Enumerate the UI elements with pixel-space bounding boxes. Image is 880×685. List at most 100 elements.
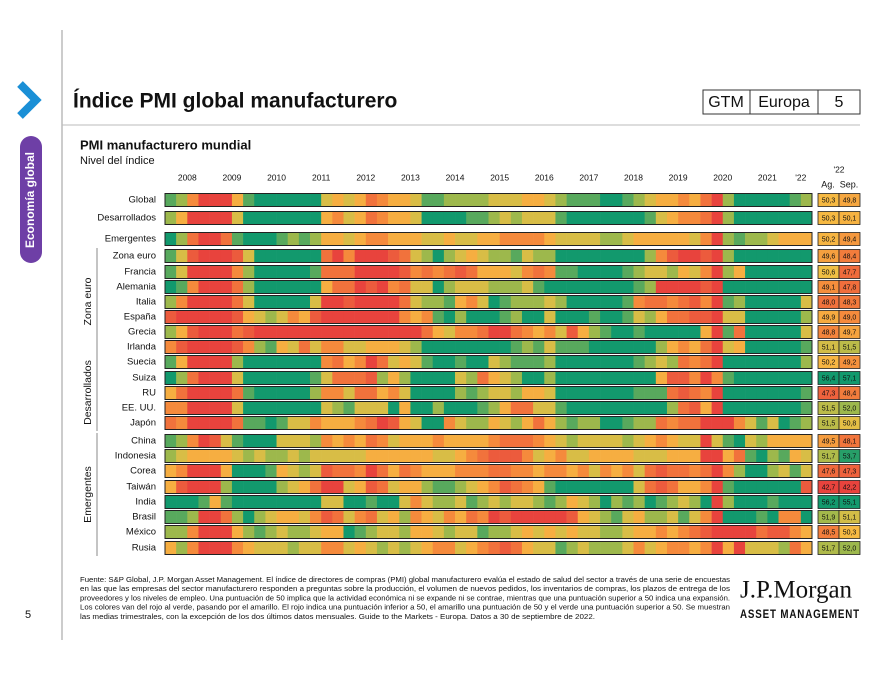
heat-cell bbox=[566, 480, 579, 494]
heat-cell bbox=[600, 401, 612, 415]
heat-cell bbox=[488, 525, 500, 539]
heat-cell bbox=[767, 464, 779, 478]
heat-cell bbox=[600, 280, 612, 294]
heat-cell bbox=[165, 510, 177, 524]
row-frame bbox=[164, 355, 813, 369]
heat-cell bbox=[577, 541, 590, 555]
heat-cell bbox=[588, 401, 601, 415]
heat-cell bbox=[231, 495, 244, 509]
heat-cell bbox=[376, 434, 389, 448]
heat-cell bbox=[365, 541, 378, 555]
heat-cell bbox=[555, 541, 567, 555]
heat-cell bbox=[310, 232, 322, 246]
heat-cell bbox=[510, 310, 523, 324]
heat-cell bbox=[533, 232, 545, 246]
heat-cell bbox=[789, 464, 802, 478]
heat-cell bbox=[488, 295, 500, 309]
heat-cell bbox=[521, 480, 534, 494]
heat-cell bbox=[410, 265, 422, 279]
heat-cell bbox=[689, 193, 701, 207]
heat-cell bbox=[287, 280, 300, 294]
heat-cell bbox=[544, 232, 556, 246]
heat-cell bbox=[689, 464, 701, 478]
recent-cell bbox=[838, 211, 861, 225]
heat-cell bbox=[756, 249, 768, 263]
heat-cell bbox=[510, 211, 523, 225]
heat-cell bbox=[220, 434, 233, 448]
heat-cell bbox=[176, 355, 188, 369]
heat-cell bbox=[499, 265, 512, 279]
heat-cell bbox=[789, 510, 802, 524]
heat-cell bbox=[733, 525, 746, 539]
heat-cell bbox=[756, 510, 768, 524]
heat-cell bbox=[209, 464, 222, 478]
heat-cell bbox=[644, 386, 657, 400]
heat-cell bbox=[399, 416, 411, 430]
badge bbox=[702, 89, 861, 115]
heat-cell bbox=[800, 416, 813, 430]
heat-cell bbox=[499, 495, 512, 509]
recent-cell bbox=[838, 386, 861, 400]
heat-cell bbox=[231, 211, 244, 225]
heat-cell bbox=[510, 295, 523, 309]
heat-cell bbox=[756, 480, 768, 494]
heat-cell bbox=[399, 193, 411, 207]
heat-cell bbox=[165, 449, 177, 463]
heat-cell bbox=[722, 310, 735, 324]
heat-cell bbox=[477, 371, 489, 385]
heat-cell bbox=[588, 280, 601, 294]
heat-cell bbox=[198, 280, 210, 294]
heat-cell bbox=[321, 310, 333, 324]
row-label: Grecia bbox=[128, 327, 157, 338]
heat-cell bbox=[555, 401, 567, 415]
heat-cell bbox=[722, 449, 735, 463]
heat-cell bbox=[644, 464, 657, 478]
heat-cell bbox=[388, 211, 400, 225]
heat-cell bbox=[600, 371, 612, 385]
heat-cell bbox=[254, 401, 266, 415]
heat-cell bbox=[455, 340, 467, 354]
heat-cell bbox=[432, 355, 445, 369]
heat-cell bbox=[577, 193, 590, 207]
heat-cell bbox=[678, 480, 690, 494]
recent-cell bbox=[838, 265, 861, 279]
heat-cell bbox=[800, 295, 813, 309]
heat-cell bbox=[231, 386, 244, 400]
heat-cell bbox=[789, 265, 802, 279]
heat-cell bbox=[332, 193, 344, 207]
heat-cell bbox=[666, 232, 679, 246]
heat-cell bbox=[510, 541, 523, 555]
row-frame bbox=[164, 495, 813, 509]
row-label: España bbox=[124, 312, 157, 323]
badge-text: Europa bbox=[758, 94, 810, 111]
heat-cell bbox=[443, 480, 456, 494]
heat-cell bbox=[243, 541, 255, 555]
heat-cell bbox=[533, 325, 545, 339]
recent-cell bbox=[838, 495, 861, 509]
heat-cell bbox=[745, 510, 757, 524]
heat-cell bbox=[789, 280, 802, 294]
heat-cell bbox=[243, 371, 255, 385]
heat-cell bbox=[466, 232, 478, 246]
heat-cell bbox=[666, 449, 679, 463]
recent-label: 48,3 bbox=[843, 299, 857, 306]
heat-cell bbox=[298, 480, 311, 494]
heat-cell bbox=[388, 449, 400, 463]
heat-cell bbox=[443, 434, 456, 448]
heat-cell bbox=[466, 325, 478, 339]
x-tick-label: 2011 bbox=[312, 172, 331, 182]
heat-cell bbox=[176, 495, 188, 509]
heat-cell bbox=[243, 310, 255, 324]
heat-cell bbox=[566, 525, 579, 539]
heat-cell bbox=[421, 495, 434, 509]
row-label: Brasil bbox=[132, 512, 156, 523]
heat-cell bbox=[577, 434, 590, 448]
heat-cell bbox=[231, 510, 244, 524]
heat-cell bbox=[733, 265, 746, 279]
heat-cell bbox=[510, 340, 523, 354]
heat-cell bbox=[756, 449, 768, 463]
heat-cell bbox=[298, 340, 311, 354]
heat-cell bbox=[521, 249, 534, 263]
heat-cell bbox=[310, 371, 322, 385]
heat-cell bbox=[310, 193, 322, 207]
